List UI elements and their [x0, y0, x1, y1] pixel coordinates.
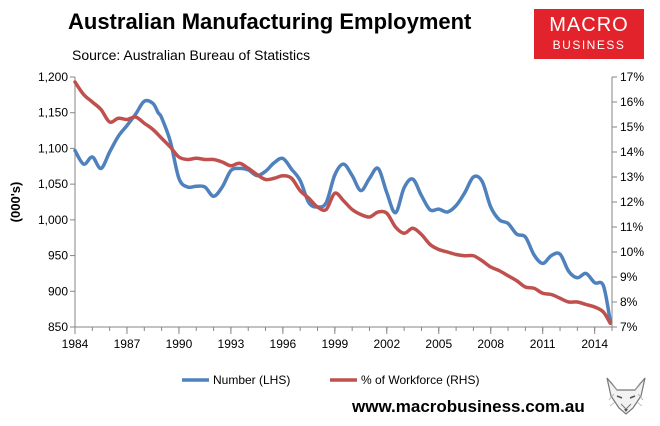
x-tick-label: 1999 — [321, 337, 348, 351]
y-tick-label: 850 — [48, 320, 68, 334]
legend-label: % of Workforce (RHS) — [361, 373, 479, 387]
x-tick-label: 2008 — [477, 337, 504, 351]
y-tick-label: 1,050 — [38, 177, 68, 191]
x-tick-label: 1993 — [218, 337, 245, 351]
x-tick-label: 2011 — [530, 337, 556, 351]
x-tick-label: 1987 — [114, 337, 141, 351]
x-tick-label: 2002 — [373, 337, 400, 351]
y2-tick-label: 15% — [620, 120, 644, 134]
y2-tick-label: 13% — [620, 170, 644, 184]
legend: Number (LHS) % of Workforce (RHS) — [182, 373, 479, 387]
y-tick-label: 950 — [48, 249, 68, 263]
y2-tick-label: 7% — [620, 320, 638, 334]
y2-tick-label: 10% — [620, 245, 644, 259]
y-axis-label: (000's) — [8, 182, 23, 223]
series-layer — [73, 80, 613, 325]
y2-tick-label: 14% — [620, 145, 644, 159]
y-tick-label: 1,100 — [38, 141, 68, 155]
y-tick-label: 1,000 — [38, 213, 68, 227]
series-line-number — [73, 98, 613, 324]
y2-tick-label: 8% — [620, 295, 638, 309]
series-line-workforce — [73, 80, 613, 325]
website-link[interactable]: www.macrobusiness.com.au — [352, 397, 585, 416]
page-title: Australian Manufacturing Employment — [68, 9, 472, 34]
y2-tick-label: 11% — [620, 220, 643, 234]
x-tick-label: 1996 — [270, 337, 297, 351]
macrobusiness-logo[interactable]: MACRO BUSINESS — [534, 9, 644, 59]
legend-label: Number (LHS) — [213, 373, 290, 387]
x-tick-label: 1984 — [62, 337, 89, 351]
logo-line-2: BUSINESS — [552, 38, 626, 52]
y-tick-label: 1,150 — [38, 106, 68, 120]
x-tick-label: 1990 — [166, 337, 193, 351]
y2-tick-label: 9% — [620, 270, 638, 284]
x-tick-label: 2005 — [425, 337, 452, 351]
chart-subtitle: Source: Australian Bureau of Statistics — [72, 47, 311, 63]
x-tick-label: 2014 — [581, 337, 608, 351]
logo-line-1: MACRO — [549, 14, 629, 36]
y-tick-label: 1,200 — [38, 70, 68, 84]
y2-tick-label: 12% — [620, 195, 644, 209]
axes: 850 900 950 1,000 1,050 1,100 1,150 1,200 7% 8% 9%… — [38, 70, 644, 351]
y2-tick-label: 17% — [620, 70, 644, 84]
y2-tick-label: 16% — [620, 95, 644, 109]
y-tick-label: 900 — [48, 284, 68, 298]
fox-icon — [606, 377, 646, 415]
